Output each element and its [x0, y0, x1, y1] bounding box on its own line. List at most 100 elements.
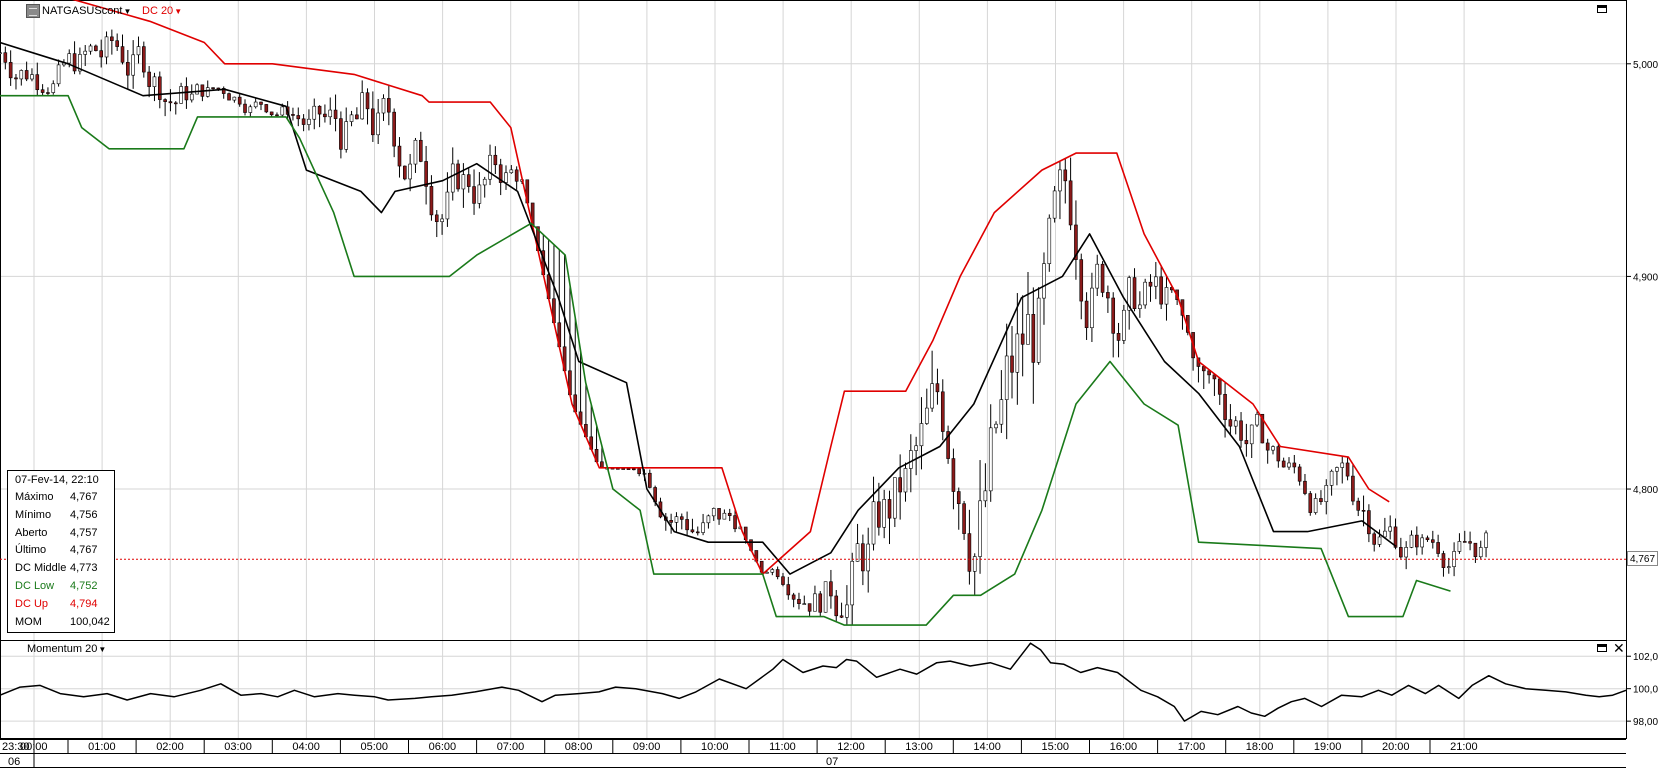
candle-up: [1233, 420, 1238, 427]
candle-down: [1239, 420, 1243, 441]
candle-down: [1425, 537, 1430, 541]
candle-down: [797, 598, 801, 605]
candle-down: [1436, 542, 1440, 554]
time-tick-label: 12:00: [837, 741, 865, 753]
momentum-selector[interactable]: Momentum 20▼: [27, 643, 106, 656]
candle-down: [1217, 378, 1222, 395]
price-tick-label: 4,900: [1633, 272, 1658, 283]
candle-up: [445, 191, 450, 220]
candle-down: [333, 109, 338, 119]
candle-up: [504, 172, 508, 183]
momentum-label: Momentum 20: [27, 643, 98, 655]
candle-up: [328, 109, 333, 118]
data-window-label: DC Up: [15, 597, 49, 610]
candle-down: [115, 40, 119, 47]
candle-down: [791, 594, 796, 600]
candle-down: [1132, 277, 1137, 309]
price-axis: 5,000 4,900 4,800: [1626, 60, 1658, 496]
candle-down: [1292, 462, 1297, 468]
candle-up: [1015, 333, 1020, 373]
indicator-selector[interactable]: DC 20▼: [142, 5, 182, 18]
candle-up: [866, 543, 871, 572]
candle-up: [972, 556, 977, 572]
candle-down: [493, 154, 498, 166]
candle-up: [1042, 263, 1046, 299]
candle-down: [1265, 442, 1270, 451]
candle-down: [3, 52, 8, 63]
candle-down: [296, 115, 301, 120]
candle-up: [131, 54, 135, 76]
time-tick-label: 08:00: [565, 741, 593, 753]
candle-down: [147, 71, 151, 87]
candle-up: [381, 98, 386, 114]
maximize-icon[interactable]: [1597, 5, 1607, 13]
indicator-label: DC 20: [142, 5, 174, 17]
candle-up: [711, 508, 716, 517]
candle-down: [1372, 533, 1377, 545]
symbol-icon[interactable]: [26, 4, 40, 18]
candle-down: [157, 76, 162, 100]
candle-up: [802, 603, 807, 605]
candle-up: [19, 70, 24, 80]
data-window-datetime: 07-Fev-14, 22:10: [15, 474, 99, 486]
candle-down: [259, 101, 263, 105]
last-price-badge: 4,767: [1627, 551, 1658, 567]
candle-down: [168, 101, 173, 104]
time-tick-label: 09:00: [633, 741, 661, 753]
candle-up: [871, 501, 876, 545]
candle-down: [8, 62, 13, 79]
candle-up: [280, 106, 285, 116]
candle-up: [919, 423, 924, 447]
candlestick-series: [0, 29, 1488, 626]
candle-up: [850, 560, 855, 606]
candle-up: [722, 512, 727, 520]
candle-up: [930, 383, 934, 409]
candle-down: [227, 93, 231, 101]
candle-down: [472, 186, 476, 204]
symbol-selector[interactable]: NATGASUScont▼: [42, 5, 131, 18]
candle-down: [626, 468, 631, 470]
maximize-momentum-icon[interactable]: [1597, 644, 1607, 652]
candle-up: [1271, 446, 1275, 451]
candle-up: [1058, 169, 1062, 192]
candle-up: [307, 118, 311, 125]
dc-series-dc-up: [71, 0, 1390, 575]
candle-up: [882, 499, 886, 528]
candle-down: [951, 458, 956, 492]
candle-down: [1356, 500, 1361, 511]
candle-down: [1159, 276, 1163, 305]
close-icon[interactable]: ✕: [1613, 640, 1625, 656]
candle-down: [275, 114, 279, 117]
candle-up: [1026, 314, 1030, 345]
data-window-row: Último 4,767: [8, 542, 116, 559]
candle-up: [1420, 537, 1424, 548]
candle-up: [248, 106, 253, 113]
candle-down: [685, 519, 689, 531]
candle-down: [733, 515, 737, 530]
candle-up: [765, 571, 769, 574]
candle-up: [450, 163, 455, 193]
candle-down: [221, 88, 226, 94]
candle-up: [179, 86, 183, 104]
time-tick-label: 20:00: [1382, 741, 1410, 753]
data-window-label: MOM: [15, 615, 42, 628]
time-tick-label: 13:00: [905, 741, 933, 753]
candle-down: [807, 603, 812, 612]
candle-down: [1441, 553, 1446, 568]
candle-up: [914, 445, 918, 451]
candle-down: [387, 98, 391, 113]
momentum-axis: 102,0 100,0 98,00: [1626, 652, 1658, 728]
candle-up: [1255, 413, 1259, 426]
candle-down: [1212, 374, 1217, 380]
candle-down: [1207, 370, 1211, 376]
candle-down: [291, 114, 295, 116]
time-tick-label: 16:00: [1110, 741, 1138, 753]
candle-down: [429, 186, 434, 216]
candle-up: [903, 468, 908, 493]
time-tick-label: 04:00: [292, 741, 320, 753]
candle-down: [962, 503, 966, 534]
chevron-down-icon: ▼: [123, 7, 132, 16]
candle-up: [205, 87, 210, 97]
